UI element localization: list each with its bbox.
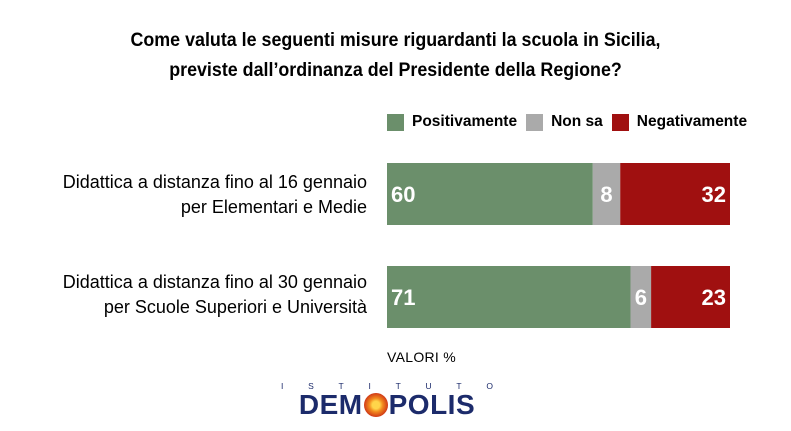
logo-istituto-letter: I: [368, 381, 371, 391]
logo-istituto-letter: T: [338, 381, 344, 391]
logo-wordmark: DEM POLIS: [279, 389, 495, 421]
chart-title-line-1: Come valuta le seguenti misure riguardan…: [130, 30, 661, 51]
bar-negativamente-row-2: [651, 266, 730, 328]
logo-wordmark-right: POLIS: [388, 389, 476, 420]
legend-label-positivamente: Positivamente: [412, 113, 518, 130]
chart-title: Come valuta le seguenti misure riguardan…: [24, 26, 768, 86]
bar-positivamente-row-2: [387, 266, 631, 328]
logo-wordmark-left: DEM: [298, 389, 363, 420]
legend-item-positivamente: Positivamente: [387, 113, 517, 131]
data-label-non-sa-row-1: 8: [600, 182, 612, 207]
values-unit-note: VALORI %: [387, 349, 457, 365]
data-label-negativamente-row-1: 32: [702, 182, 726, 207]
bar-negativamente-row-1: [620, 163, 730, 225]
bar-positivamente-row-1: [387, 163, 593, 225]
category-label-2-line-2: per Scuole Superiori e Università: [103, 297, 367, 317]
demopolis-logo: I S T I T U T O DEM POLIS: [279, 381, 495, 421]
category-label-1: Didattica a distanza fino al 16 gennaio …: [0, 170, 367, 220]
logo-sun-icon: [363, 393, 388, 417]
logo-istituto-letter: U: [425, 381, 432, 391]
legend-label-negativamente: Negativamente: [636, 113, 748, 130]
legend-item-non-sa: Non sa: [526, 113, 603, 131]
data-label-non-sa-row-2: 6: [635, 285, 647, 310]
legend-swatch-non-sa: [526, 113, 544, 131]
logo-istituto-letter: O: [486, 381, 493, 391]
logo-istituto-letter: I: [281, 381, 284, 391]
data-label-positivamente-row-1: 60: [391, 182, 415, 207]
bar-non-sa-row-2: [630, 266, 652, 328]
chart-title-line-2: previste dall’ordinanza del Presidente d…: [169, 60, 622, 81]
category-label-1-line-2: per Elementari e Medie: [180, 197, 367, 217]
legend-item-negativamente: Negativamente: [611, 113, 748, 131]
logo-istituto-letter: S: [308, 381, 314, 391]
data-label-negativamente-row-2: 23: [702, 285, 726, 310]
logo-istituto-letter: T: [395, 381, 401, 391]
legend: Positivamente Non sa Negativamente: [387, 113, 747, 131]
legend-label-non-sa: Non sa: [551, 113, 603, 130]
legend-swatch-positivamente: [387, 113, 404, 131]
bar-non-sa-row-1: [592, 163, 621, 225]
category-label-2-line-1: Didattica a distanza fino al 30 gennaio: [62, 272, 367, 292]
category-label-2: Didattica a distanza fino al 30 gennaio …: [0, 270, 367, 320]
legend-swatch-negativamente: [611, 113, 629, 131]
data-label-positivamente-row-2: 71: [391, 285, 415, 310]
logo-istituto-letter: T: [456, 381, 462, 391]
category-label-1-line-1: Didattica a distanza fino al 16 gennaio: [62, 172, 367, 192]
